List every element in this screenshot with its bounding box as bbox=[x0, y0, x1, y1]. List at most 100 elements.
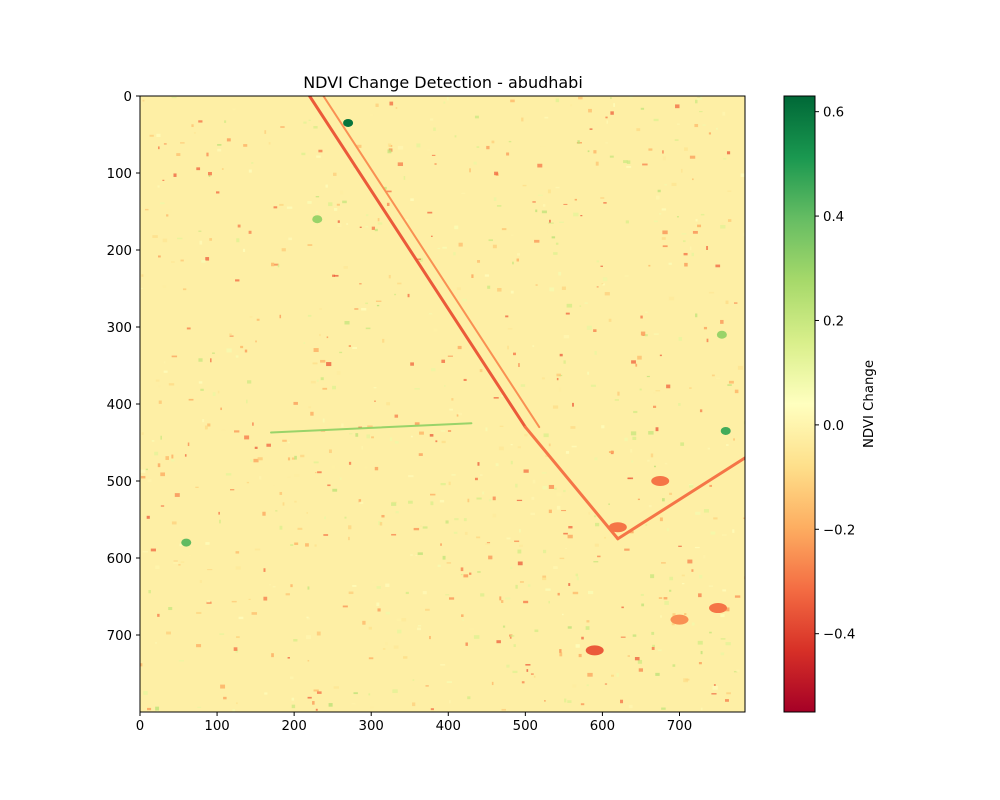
speckle bbox=[340, 190, 344, 195]
speckle bbox=[310, 411, 314, 416]
speckle bbox=[593, 329, 597, 332]
colorbar-tick-label: −0.2 bbox=[823, 523, 855, 538]
speckle bbox=[568, 583, 571, 586]
speckle bbox=[577, 140, 580, 144]
speckle bbox=[388, 274, 391, 279]
speckle bbox=[711, 374, 715, 377]
speckle bbox=[252, 422, 254, 426]
speckle bbox=[461, 614, 464, 617]
speckle bbox=[445, 520, 449, 524]
speckle bbox=[694, 546, 700, 549]
speckle bbox=[557, 592, 560, 596]
speckle bbox=[487, 285, 491, 289]
colorbar-frame bbox=[783, 95, 816, 713]
heatmap-background bbox=[140, 96, 745, 712]
speckle bbox=[174, 493, 180, 497]
speckle bbox=[669, 492, 673, 495]
speckle bbox=[661, 707, 666, 710]
speckle bbox=[547, 189, 551, 194]
speckle bbox=[507, 328, 513, 330]
speckle bbox=[508, 140, 512, 143]
speckle bbox=[554, 487, 557, 490]
speckle bbox=[460, 567, 464, 572]
speckle bbox=[743, 517, 745, 520]
speckle bbox=[244, 349, 248, 353]
speckle bbox=[605, 116, 608, 119]
speckle bbox=[608, 503, 610, 505]
speckle bbox=[564, 698, 567, 703]
speckle bbox=[386, 202, 390, 207]
speckle bbox=[242, 248, 246, 253]
speckle bbox=[306, 512, 308, 514]
speckle bbox=[541, 377, 545, 380]
speckle bbox=[662, 245, 668, 248]
speckle bbox=[306, 617, 310, 620]
speckle bbox=[540, 145, 546, 147]
speckle bbox=[234, 430, 240, 433]
speckle bbox=[655, 390, 661, 392]
speckle bbox=[332, 274, 335, 277]
speckle bbox=[727, 190, 732, 192]
speckle bbox=[694, 123, 699, 128]
speckle bbox=[420, 525, 422, 527]
speckle bbox=[535, 284, 538, 286]
speckle bbox=[532, 201, 536, 203]
speckle bbox=[734, 595, 741, 598]
speckle bbox=[742, 232, 745, 237]
speckle bbox=[724, 607, 730, 612]
speckle bbox=[696, 96, 702, 100]
speckle bbox=[700, 650, 703, 655]
speckle bbox=[689, 484, 694, 488]
speckle bbox=[445, 594, 450, 596]
speckle bbox=[162, 179, 165, 182]
speckle bbox=[344, 516, 347, 519]
speckle bbox=[523, 600, 529, 604]
speckle bbox=[193, 132, 196, 134]
speckle bbox=[543, 433, 549, 438]
y-tick-label: 400 bbox=[107, 398, 132, 413]
speckle bbox=[352, 347, 358, 350]
speckle bbox=[264, 130, 267, 134]
speckle bbox=[180, 259, 184, 262]
speckle bbox=[307, 696, 312, 699]
speckle bbox=[707, 447, 710, 450]
speckle bbox=[407, 293, 410, 298]
speckle bbox=[562, 613, 564, 616]
speckle bbox=[451, 398, 454, 401]
speckle bbox=[578, 96, 583, 100]
speckle bbox=[458, 242, 463, 247]
speckle bbox=[517, 561, 523, 566]
speckle bbox=[394, 293, 397, 296]
speckle bbox=[286, 206, 293, 209]
speckle bbox=[150, 548, 156, 552]
speckle bbox=[403, 176, 406, 180]
speckle bbox=[449, 700, 451, 704]
speckle bbox=[631, 460, 634, 463]
speckle bbox=[263, 568, 266, 572]
speckle bbox=[294, 474, 300, 477]
speckle bbox=[532, 345, 535, 348]
speckle bbox=[429, 635, 431, 640]
speckle bbox=[319, 308, 322, 310]
speckle bbox=[434, 163, 437, 165]
speckle bbox=[595, 522, 600, 527]
speckle bbox=[294, 500, 297, 503]
speckle bbox=[226, 348, 232, 353]
speckle bbox=[462, 619, 464, 621]
speckle bbox=[279, 525, 283, 530]
speckle bbox=[662, 156, 666, 161]
speckle bbox=[525, 664, 531, 666]
speckle bbox=[681, 233, 687, 235]
speckle bbox=[323, 534, 329, 536]
speckle bbox=[195, 486, 199, 488]
speckle bbox=[367, 425, 373, 428]
speckle bbox=[555, 186, 560, 189]
speckle bbox=[596, 260, 600, 263]
speckle bbox=[430, 501, 434, 506]
speckle bbox=[542, 577, 547, 581]
x-tick-label: 600 bbox=[590, 719, 615, 734]
speckle bbox=[711, 693, 717, 695]
speckle bbox=[315, 708, 318, 711]
speckle bbox=[511, 234, 514, 237]
speckle bbox=[197, 706, 202, 708]
